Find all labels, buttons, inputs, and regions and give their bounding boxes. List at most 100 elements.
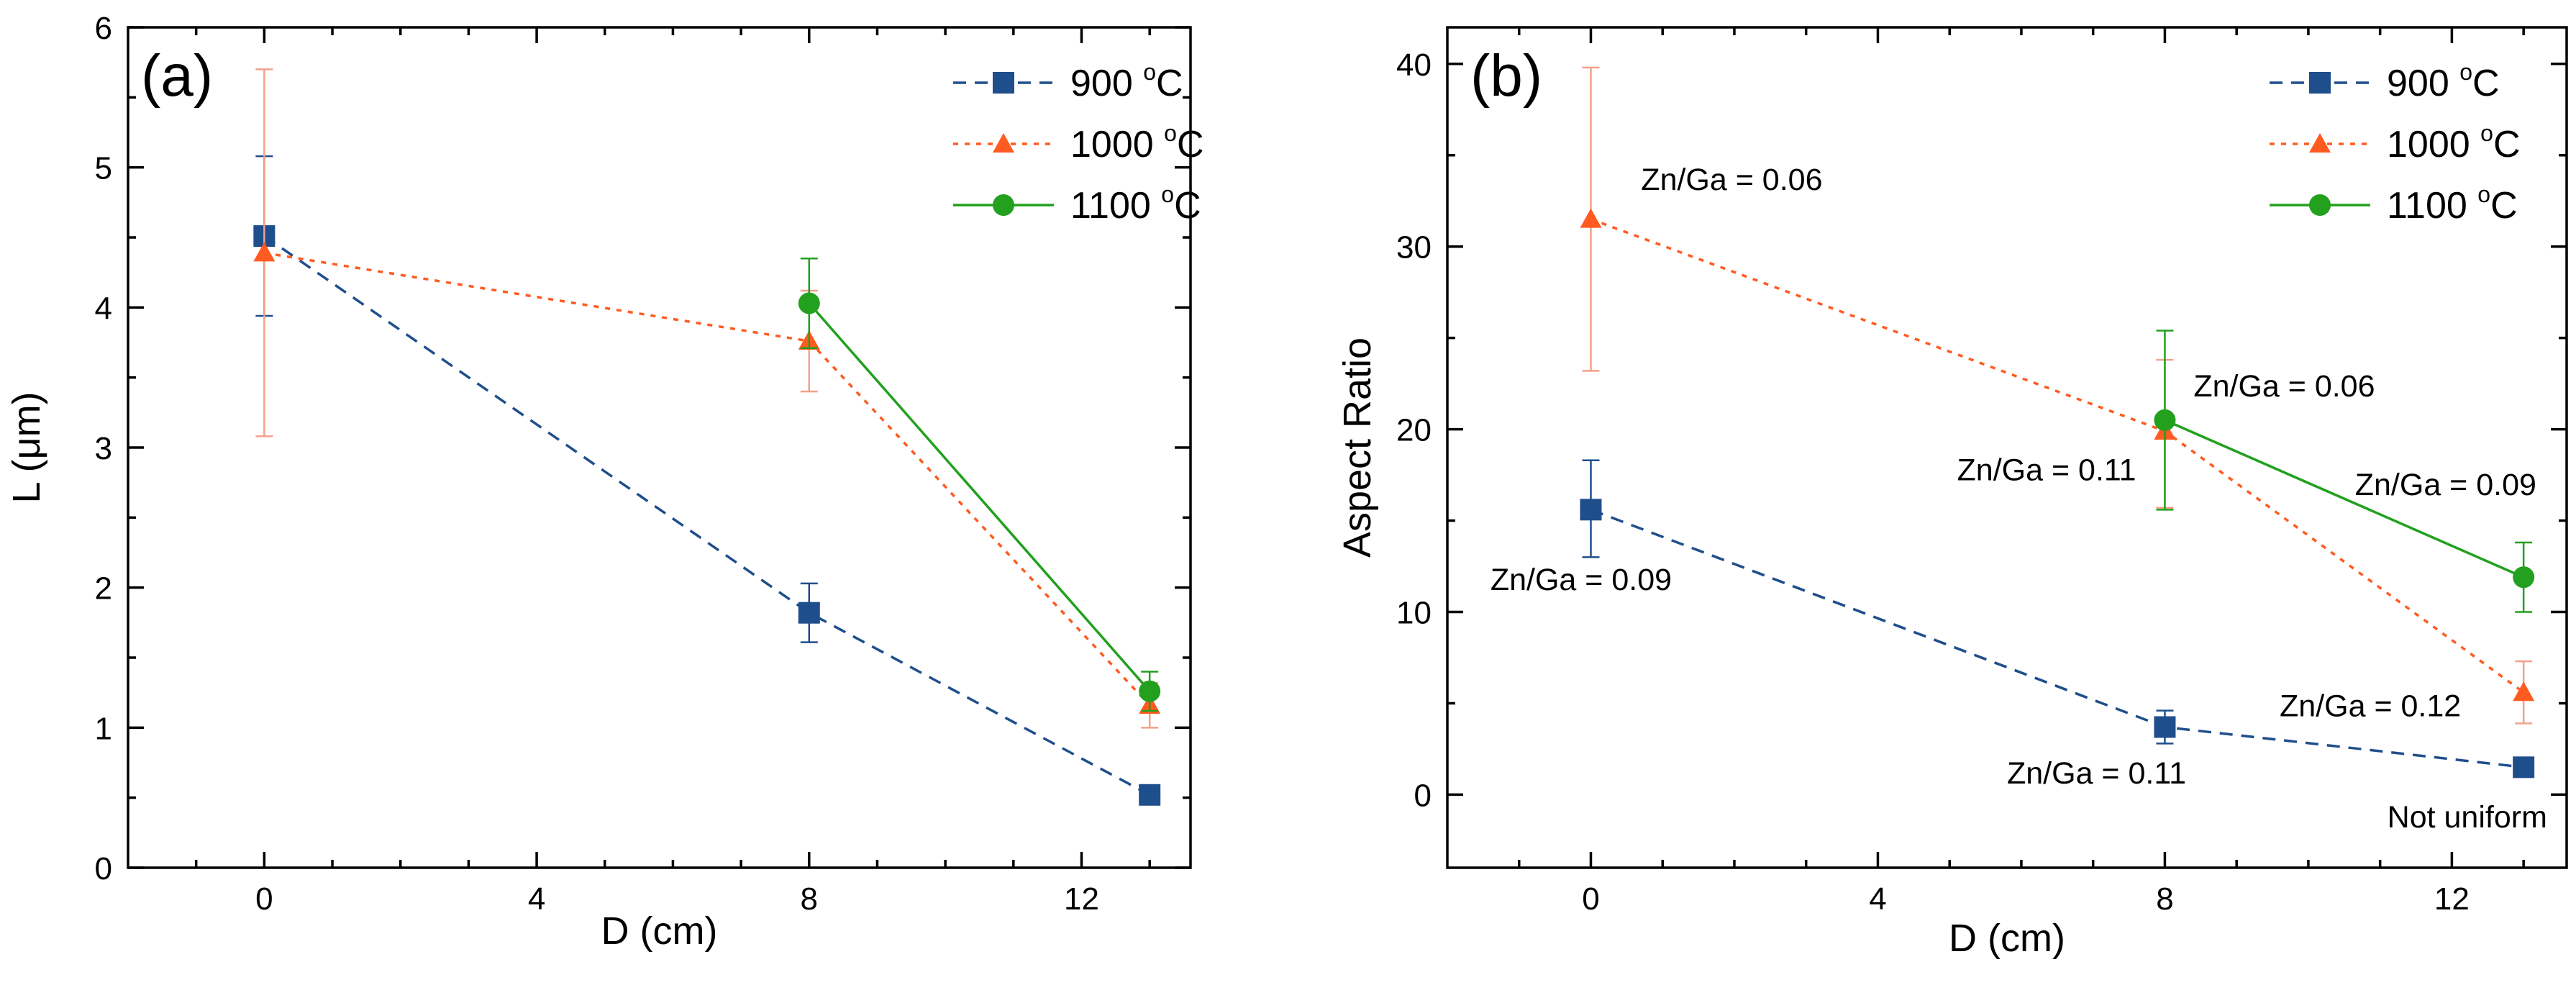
series-1100	[2154, 330, 2535, 613]
x-tick-label: 12	[1064, 881, 1099, 917]
legend-marker	[2309, 194, 2331, 216]
legend-label-unit: C	[2493, 124, 2521, 165]
y-tick-label: 30	[1396, 230, 1432, 265]
data-point	[1580, 499, 1602, 521]
panel-label: (a)	[141, 43, 213, 109]
x-tick-label: 8	[2156, 881, 2173, 917]
legend-marker	[993, 194, 1014, 216]
legend-item-1000: 1000 oC	[2270, 120, 2521, 165]
annotation: Zn/Ga = 0.06	[1641, 163, 1822, 197]
y-tick-label: 3	[95, 431, 112, 466]
series-900	[253, 155, 1161, 806]
legend-marker	[993, 133, 1014, 153]
legend-marker	[2309, 72, 2331, 94]
legend-label-unit: C	[2472, 63, 2500, 104]
legend-label-unit: C	[1174, 185, 1201, 227]
legend-label-unit: C	[1177, 124, 1204, 165]
annotation: Zn/Ga = 0.11	[2007, 756, 2186, 791]
legend-label-main: 1100	[2387, 185, 2477, 227]
y-tick-label: 0	[1414, 778, 1432, 813]
plot-frame	[127, 26, 1192, 869]
legend-label: 1000 oC	[1070, 120, 1204, 165]
x-axis-label: D (cm)	[601, 909, 718, 953]
y-tick-label: 5	[95, 151, 112, 186]
x-tick-label: 0	[255, 881, 273, 917]
y-axis-label: L (μm)	[5, 391, 48, 503]
data-point	[2513, 756, 2535, 779]
data-point	[2154, 716, 2176, 738]
data-point	[253, 242, 276, 262]
legend-label-degree: o	[1143, 59, 1156, 85]
x-tick-label: 8	[801, 881, 818, 917]
legend-marker	[993, 72, 1014, 94]
legend-label: 900 oC	[2387, 59, 2500, 104]
annotation: Zn/Ga = 0.06	[2193, 369, 2375, 404]
legend-label-unit: C	[1156, 63, 1183, 104]
y-tick-label: 4	[95, 291, 112, 326]
y-axis-label: Aspect Ratio	[1336, 337, 1379, 558]
legend-item-1000: 1000 oC	[953, 120, 1204, 165]
data-point	[1139, 784, 1161, 806]
legend-label-main: 1000	[2387, 124, 2480, 165]
legend-label: 900 oC	[1070, 59, 1183, 104]
legend-label-main: 900	[2387, 63, 2459, 104]
series-line	[264, 251, 1151, 707]
legend-label-main: 1100	[1070, 185, 1161, 227]
data-point	[1139, 680, 1161, 702]
data-point	[798, 602, 820, 624]
x-tick-label: 0	[1582, 881, 1599, 917]
data-point	[2154, 409, 2176, 431]
series-1100	[798, 257, 1161, 712]
data-point	[1580, 208, 1602, 228]
series-line	[808, 302, 1151, 692]
y-tick-label: 6	[95, 11, 112, 46]
y-tick-label: 0	[95, 851, 112, 886]
data-point	[2513, 681, 2535, 702]
plot-frame	[1446, 26, 2568, 869]
x-axis-label: D (cm)	[1949, 917, 2065, 960]
series-1000	[253, 68, 1161, 729]
y-tick-label: 40	[1396, 47, 1432, 83]
legend-item-1100: 1100 oC	[953, 181, 1201, 227]
legend-marker	[2309, 133, 2331, 153]
legend-label-degree: o	[1161, 181, 1174, 207]
legend-item-900: 900 oC	[2270, 59, 2500, 104]
x-tick-label: 12	[2434, 881, 2470, 917]
annotation: Zn/Ga = 0.11	[1957, 453, 2136, 488]
y-tick-label: 2	[95, 571, 112, 607]
legend-label-degree: o	[1164, 120, 1177, 146]
panel-label: (b)	[1470, 43, 1542, 109]
panel-b: 0 4 8 12 0 10 20 30 40 D (cm) Aspect Ratio (b) Zn/Ga…	[1336, 26, 2568, 960]
legend-label-degree: o	[2477, 181, 2490, 207]
annotation: Zn/Ga = 0.09	[1490, 563, 1672, 597]
annotation: Not uniform	[2388, 800, 2547, 835]
legend-label-main: 1000	[1070, 124, 1164, 165]
legend-label: 1100 oC	[2387, 181, 2518, 227]
series-line	[263, 235, 1151, 796]
annotation: Zn/Ga = 0.12	[2280, 689, 2461, 723]
y-tick-label: 1	[95, 711, 112, 746]
series-900	[1580, 459, 2535, 779]
legend-label-degree: o	[2480, 120, 2493, 146]
legend-label-unit: C	[2490, 185, 2518, 227]
legend-label-main: 900	[1070, 63, 1143, 104]
legend-item-1100: 1100 oC	[2270, 181, 2518, 227]
legend-label: 1000 oC	[2387, 120, 2521, 165]
legend-label: 1100 oC	[1070, 181, 1201, 227]
legend-item-900: 900 oC	[953, 59, 1183, 104]
legend-label-degree: o	[2459, 59, 2472, 85]
data-point	[798, 292, 820, 314]
series-line	[2164, 419, 2524, 578]
y-tick-label: 10	[1396, 596, 1432, 631]
y-tick-label: 20	[1396, 413, 1432, 448]
series-line	[1590, 508, 2524, 769]
x-tick-label: 4	[528, 881, 545, 917]
data-point	[2513, 566, 2535, 589]
annotation: Zn/Ga = 0.09	[2355, 468, 2536, 502]
x-tick-label: 4	[1869, 881, 1886, 917]
